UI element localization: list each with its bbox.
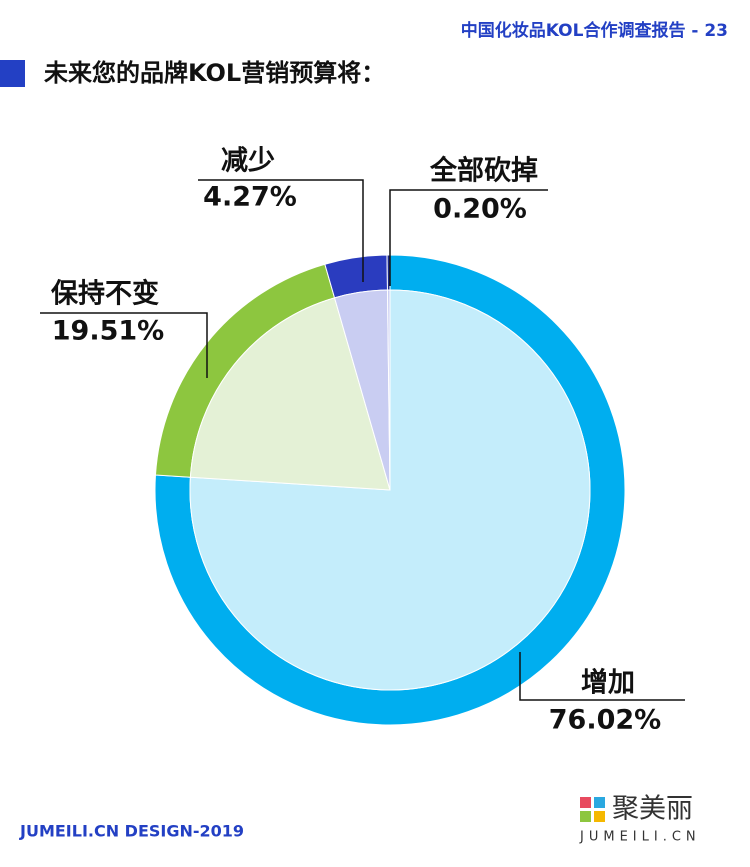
leader-line [40,312,208,378]
chart-title: 未来您的品牌KOL营销预算将： [44,59,385,87]
logo-icon [580,797,591,808]
title-bar [0,60,25,87]
pie-slice [386,289,391,491]
footer: JUMEILI.CN DESIGN-2019 [19,822,244,841]
pie-slice [189,297,391,491]
leader-line [519,652,685,701]
leader-line [198,179,364,282]
value-label: 76.02% [549,705,661,736]
value-label: 0.20% [433,194,527,225]
logo-name: 聚美丽 [612,794,693,825]
slice-label: 保持不变 [50,278,159,310]
leader-line [389,189,548,286]
logo-url: JUMEILI.CN [579,830,701,845]
logo-icon [580,811,591,822]
slice-label: 减少 [221,146,275,177]
value-label: 4.27% [203,182,297,213]
logo-icon [594,797,605,808]
slice-label: 全部砍掉 [429,155,538,187]
value-label: 19.51% [52,316,164,347]
slice-label: 增加 [581,667,635,699]
logo: 聚美丽 JUMEILI.CN [579,794,701,845]
page-header: 中国化妆品KOL合作调查报告 - 23 [461,20,728,41]
logo-icon [594,811,605,822]
